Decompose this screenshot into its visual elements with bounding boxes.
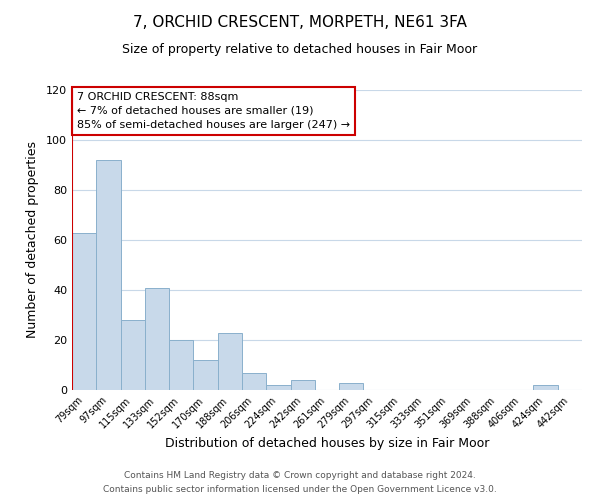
- Text: Contains HM Land Registry data © Crown copyright and database right 2024.: Contains HM Land Registry data © Crown c…: [124, 472, 476, 480]
- Bar: [266, 385, 290, 390]
- Bar: [290, 380, 315, 390]
- Text: Contains public sector information licensed under the Open Government Licence v3: Contains public sector information licen…: [103, 484, 497, 494]
- Text: Size of property relative to detached houses in Fair Moor: Size of property relative to detached ho…: [122, 42, 478, 56]
- Bar: [169, 340, 193, 390]
- Y-axis label: Number of detached properties: Number of detached properties: [26, 142, 39, 338]
- Bar: [242, 372, 266, 390]
- Bar: [96, 160, 121, 390]
- Bar: [193, 360, 218, 390]
- Bar: [72, 232, 96, 390]
- X-axis label: Distribution of detached houses by size in Fair Moor: Distribution of detached houses by size …: [165, 436, 489, 450]
- Bar: [121, 320, 145, 390]
- Bar: [145, 288, 169, 390]
- Bar: [339, 382, 364, 390]
- Text: 7, ORCHID CRESCENT, MORPETH, NE61 3FA: 7, ORCHID CRESCENT, MORPETH, NE61 3FA: [133, 15, 467, 30]
- Bar: [533, 385, 558, 390]
- Text: 7 ORCHID CRESCENT: 88sqm
← 7% of detached houses are smaller (19)
85% of semi-de: 7 ORCHID CRESCENT: 88sqm ← 7% of detache…: [77, 92, 350, 130]
- Bar: [218, 332, 242, 390]
